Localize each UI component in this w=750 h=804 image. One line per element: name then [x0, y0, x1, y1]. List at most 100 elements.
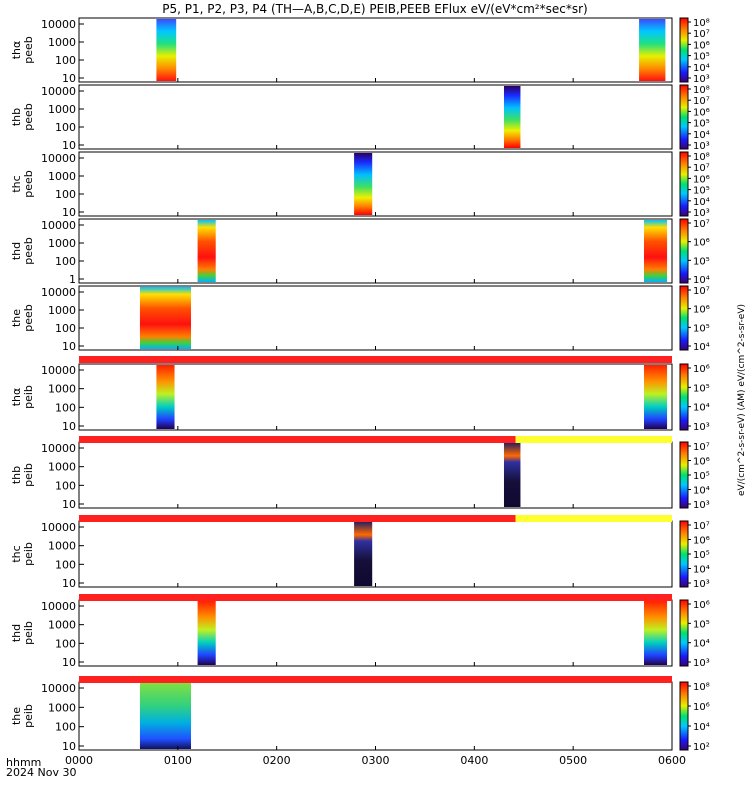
x-tick-label: 0600 — [658, 754, 686, 767]
colorbar — [679, 218, 689, 284]
colorbar-tick-label: 10⁵ — [693, 619, 710, 630]
panel-the-peeb: 10000 1000 100 10 the peeb 10⁷ 10⁶ 10⁵ 10⁴ — [10, 285, 710, 353]
colorbar — [679, 151, 689, 217]
y-tick-label: 10000 — [41, 364, 76, 377]
panel-background — [79, 85, 672, 149]
spectrogram-block — [156, 19, 177, 81]
colorbar-tick-label: 10⁴ — [693, 486, 710, 497]
y-axis-label: peib — [22, 542, 35, 566]
y-tick-label: 10 — [62, 420, 76, 433]
panel-background — [79, 442, 672, 508]
panel-background — [79, 521, 672, 587]
colorbar — [679, 520, 689, 588]
y-tick-label: 100 — [55, 637, 76, 650]
colorbar-tick-label: 10⁶ — [693, 536, 710, 547]
y-tick-label: 100 — [55, 54, 76, 67]
colorbar-tick-label: 10³ — [693, 208, 710, 219]
y-axis-label: thb — [10, 466, 23, 484]
colorbar-tick-label: 10⁷ — [693, 521, 710, 532]
spectrogram-block — [354, 153, 373, 215]
y-tick-label: 10000 — [41, 682, 76, 695]
colorbar-tick-label: 10⁵ — [693, 256, 710, 267]
mode-bar-segment — [79, 676, 672, 683]
y-tick-label: 100 — [55, 558, 76, 571]
colorbar-tick-label: 10⁵ — [693, 52, 710, 63]
colorbar-tick-label: 10⁶ — [693, 364, 710, 375]
y-tick-label: 10000 — [41, 152, 76, 165]
y-tick-label: 100 — [55, 255, 76, 268]
plot-title: P5, P1, P2, P3, P4 (TH—A,B,C,D,E) PEIB,P… — [162, 2, 587, 16]
colorbar-tick-label: 10⁷ — [693, 219, 710, 230]
colorbar-tick-label: 10⁷ — [693, 96, 710, 107]
colorbar-tick-label: 10⁶ — [693, 107, 710, 118]
colorbar-tick-label: 10³ — [693, 141, 710, 152]
panel-background — [79, 364, 672, 430]
panel-thd-peib: 10000 1000 100 10 thd peib 10⁶ 10⁵ 10⁴ 10³ — [10, 599, 710, 669]
spectrogram-block — [643, 220, 668, 282]
colorbar-tick-label: 10⁵ — [693, 186, 710, 197]
x-tick-label: 0000 — [65, 754, 93, 767]
panel-background — [79, 219, 672, 283]
x-tick-label: 0300 — [362, 754, 390, 767]
colorbar-tick-label: 10⁶ — [693, 457, 710, 468]
panel-thb-peib: 10000 1000 100 10 thb peib 10⁷ 10⁶ 10⁵ 10⁴ 10³ — [10, 441, 710, 511]
spectrogram-block — [639, 19, 666, 81]
time-label: hhmm — [6, 756, 41, 769]
y-axis-label: thc — [10, 545, 23, 562]
mode-bar — [79, 436, 672, 443]
mode-bar-segment — [79, 515, 516, 522]
y-tick-label: 1000 — [48, 103, 76, 116]
y-tick-label: 10000 — [41, 219, 76, 232]
colorbar-tick-label: 10⁶ — [693, 174, 710, 185]
colorbar-tick-label: 10⁷ — [693, 163, 710, 174]
y-axis-label: thα — [10, 388, 23, 407]
panel-thα-peib: 10000 1000 100 10 thα peib 10⁶ 10⁵ 10⁴ 10³ — [10, 363, 710, 433]
x-tick-label: 0400 — [460, 754, 488, 767]
colorbar — [679, 17, 689, 83]
y-tick-label: 10 — [62, 72, 76, 85]
colorbar-tick-label: 10⁵ — [693, 550, 710, 561]
mode-bar-segment — [79, 436, 516, 443]
mode-bar-segment — [515, 515, 672, 522]
spectrogram-block — [643, 365, 668, 429]
y-axis-label: peeb — [22, 304, 35, 332]
y-tick-label: 10000 — [41, 442, 76, 455]
y-axis-label: thc — [10, 175, 23, 192]
panel-thd-peeb: 10000 1000 100 1 thd peeb 10⁷ 10⁶ 10⁵ 10⁴ — [10, 218, 710, 286]
colorbar — [679, 363, 689, 431]
colorbar-tick-label: 10⁸ — [693, 682, 710, 693]
y-axis-label: thd — [10, 242, 23, 260]
y-tick-label: 100 — [55, 401, 76, 414]
mode-bar-segment — [79, 594, 672, 601]
colorbar-tick-label: 10⁴ — [693, 130, 710, 141]
colorbar-tick-label: 10³ — [693, 500, 710, 511]
x-tick-label: 0500 — [559, 754, 587, 767]
mode-bar — [79, 356, 672, 363]
colorbar-tick-label: 10⁶ — [693, 305, 710, 316]
y-tick-label: 1000 — [48, 461, 76, 474]
y-tick-label: 10 — [62, 340, 76, 353]
panel-the-peib: 10000 1000 100 10 the peib 10⁸ 10⁶ 10⁴ 10² — [10, 681, 710, 753]
spectrogram-block — [197, 601, 216, 665]
colorbar-tick-label: 10⁶ — [693, 238, 710, 249]
y-tick-label: 10 — [62, 740, 76, 753]
colorbar — [679, 681, 689, 751]
y-tick-label: 10000 — [41, 286, 76, 299]
mode-bar-segment — [79, 356, 672, 363]
colorbar — [679, 84, 689, 150]
y-tick-label: 1000 — [48, 304, 76, 317]
colorbar-tick-label: 10² — [693, 742, 710, 753]
y-axis-label: peeb — [22, 237, 35, 265]
y-axis-label: the — [10, 309, 23, 327]
colorbar-tick-label: 10⁸ — [693, 152, 710, 163]
spectrogram-block — [139, 683, 192, 749]
y-axis-label: peib — [22, 704, 35, 728]
spectrogram-block — [354, 522, 373, 586]
mode-bar — [79, 594, 672, 601]
y-tick-label: 1000 — [48, 540, 76, 553]
colorbar-tick-label: 10⁵ — [693, 119, 710, 130]
y-axis-label: peeb — [22, 103, 35, 131]
